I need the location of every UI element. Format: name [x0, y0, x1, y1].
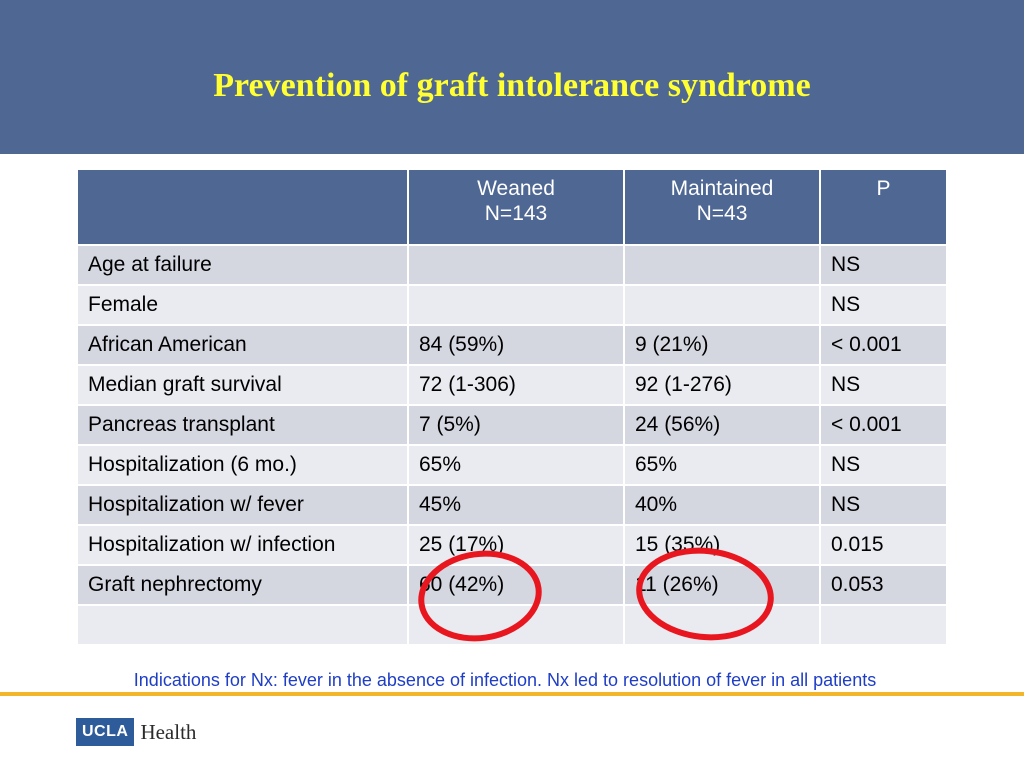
p-value: < 0.001 — [819, 324, 948, 366]
weaned-value: 60 (42%) — [407, 564, 625, 606]
row-label: Graft nephrectomy — [76, 564, 409, 606]
table-row: Hospitalization (6 mo.) 65% 65% NS — [76, 444, 948, 486]
weaned-value: 72 (1-306) — [407, 364, 625, 406]
row-label — [76, 604, 409, 646]
table-row: Hospitalization w/ fever 45% 40% NS — [76, 484, 948, 526]
p-value: < 0.001 — [819, 404, 948, 446]
row-label: Female — [76, 284, 409, 326]
header-cell-weaned: Weaned N=143 — [407, 168, 625, 246]
p-value: NS — [819, 484, 948, 526]
footnote: Indications for Nx: fever in the absence… — [133, 670, 877, 690]
footer-rule — [0, 692, 1024, 696]
results-table: Weaned N=143 Maintained N=43 P Age at fa… — [76, 168, 948, 646]
header-maintained-label: Maintained — [670, 177, 774, 200]
p-value: NS — [819, 244, 948, 286]
table-row: Pancreas transplant 7 (5%) 24 (56%) < 0.… — [76, 404, 948, 446]
maintained-value: 11 (26%) — [623, 564, 821, 606]
ucla-health-logo: UCLA Health — [76, 718, 196, 746]
table-row — [76, 604, 948, 646]
row-label: African American — [76, 324, 409, 366]
table-row: Graft nephrectomy 60 (42%) 11 (26%) 0.05… — [76, 564, 948, 606]
table-row: African American 84 (59%) 9 (21%) < 0.00… — [76, 324, 948, 366]
weaned-value: 7 (5%) — [407, 404, 625, 446]
p-value: NS — [819, 444, 948, 486]
row-label: Hospitalization (6 mo.) — [76, 444, 409, 486]
table-row: Age at failure NS — [76, 244, 948, 286]
table-header-row: Weaned N=143 Maintained N=43 P — [76, 168, 948, 246]
logo-health-text: Health — [140, 719, 197, 744]
weaned-value: 45% — [407, 484, 625, 526]
table-row: Female NS — [76, 284, 948, 326]
slide-title: Prevention of graft intolerance syndrome — [213, 67, 811, 104]
header-p-label: P — [876, 177, 891, 200]
header-cell-p: P — [819, 168, 948, 246]
table-row: Median graft survival 72 (1-306) 92 (1-2… — [76, 364, 948, 406]
p-value — [819, 604, 948, 646]
row-label: Hospitalization w/ infection — [76, 524, 409, 566]
maintained-value — [623, 244, 821, 286]
row-label: Age at failure — [76, 244, 409, 286]
weaned-value: 25 (17%) — [407, 524, 625, 566]
weaned-value: 84 (59%) — [407, 324, 625, 366]
table-row: Hospitalization w/ infection 25 (17%) 15… — [76, 524, 948, 566]
row-label: Hospitalization w/ fever — [76, 484, 409, 526]
header-weaned-n: N=143 — [484, 202, 548, 225]
header-cell-blank — [76, 168, 409, 246]
weaned-value — [407, 244, 625, 286]
p-value: NS — [819, 364, 948, 406]
weaned-value: 65% — [407, 444, 625, 486]
maintained-value: 15 (35%) — [623, 524, 821, 566]
maintained-value: 9 (21%) — [623, 324, 821, 366]
maintained-value: 40% — [623, 484, 821, 526]
row-label: Pancreas transplant — [76, 404, 409, 446]
header-cell-maintained: Maintained N=43 — [623, 168, 821, 246]
maintained-value: 92 (1-276) — [623, 364, 821, 406]
logo-ucla-box: UCLA — [76, 718, 135, 746]
p-value: NS — [819, 284, 948, 326]
weaned-value — [407, 604, 625, 646]
maintained-value: 24 (56%) — [623, 404, 821, 446]
maintained-value — [623, 284, 821, 326]
p-value: 0.053 — [819, 564, 948, 606]
maintained-value — [623, 604, 821, 646]
maintained-value: 65% — [623, 444, 821, 486]
row-label: Median graft survival — [76, 364, 409, 406]
weaned-value — [407, 284, 625, 326]
slide-header — [0, 0, 1024, 154]
header-maintained-n: N=43 — [696, 202, 748, 225]
p-value: 0.015 — [819, 524, 948, 566]
header-weaned-label: Weaned — [477, 177, 555, 200]
